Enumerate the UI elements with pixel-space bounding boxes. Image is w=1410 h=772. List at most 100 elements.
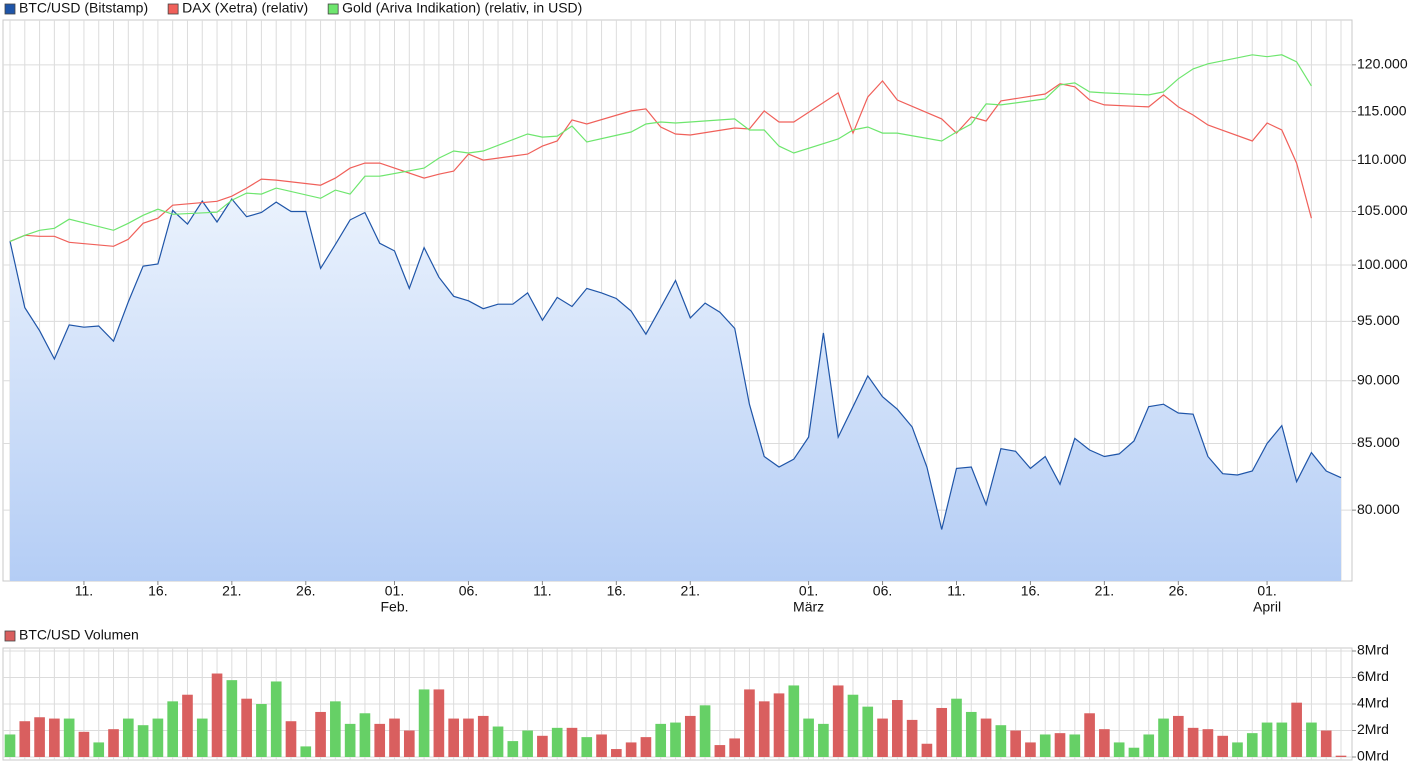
bar [1291, 702, 1302, 757]
bar [1084, 713, 1095, 757]
x-month-label: Feb. [381, 599, 409, 615]
bar [389, 718, 400, 757]
bar [611, 749, 622, 757]
x-tick-label: 01. [799, 583, 818, 599]
y-tick-label: 2Mrd [1357, 721, 1389, 737]
bar [951, 698, 962, 757]
bar [1202, 729, 1214, 757]
bar [551, 727, 563, 757]
bar [684, 715, 696, 757]
y-tick-label: 6Mrd [1357, 668, 1389, 684]
bar [122, 718, 134, 757]
line [9, 54, 1312, 242]
bar [1187, 727, 1199, 757]
bar [241, 698, 252, 757]
line [9, 79, 1312, 247]
bar [729, 738, 740, 757]
x-tick-label: 26. [1169, 583, 1188, 599]
bar [182, 694, 193, 757]
x-month-label: März [793, 599, 824, 615]
x-tick-label: 11. [75, 583, 93, 599]
bar [330, 701, 341, 757]
area [10, 199, 1341, 581]
bar [1054, 733, 1066, 757]
x-tick-label: 16. [148, 583, 167, 599]
bar [492, 726, 504, 757]
bar [477, 715, 489, 757]
legend-swatch [4, 3, 16, 15]
bar [1010, 730, 1021, 757]
bar [980, 718, 992, 757]
x-tick-label: 06. [873, 583, 892, 599]
bar [847, 694, 859, 757]
bar [1099, 729, 1110, 757]
legend-swatch [167, 3, 179, 15]
y-tick-label: 110.000 [1357, 151, 1407, 167]
bar [344, 723, 356, 757]
x-tick-label: 21. [681, 583, 700, 599]
bar [640, 737, 652, 757]
bar [892, 700, 903, 757]
bar [1172, 715, 1184, 757]
bar [596, 734, 607, 757]
bar [196, 718, 208, 757]
y-tick-label: 4Mrd [1357, 695, 1389, 711]
bar [1320, 730, 1332, 757]
bar [1217, 735, 1229, 757]
bar [1158, 718, 1169, 757]
bar [1143, 734, 1155, 757]
bar [1128, 747, 1140, 757]
bar [300, 746, 312, 757]
bar [4, 734, 16, 757]
bar [537, 735, 548, 757]
x-tick-label: 16. [607, 583, 626, 599]
bar [877, 718, 888, 757]
bar [1335, 755, 1347, 757]
bar [418, 689, 430, 757]
bar [1276, 722, 1288, 757]
bar [965, 711, 977, 757]
bar [1025, 742, 1036, 757]
bar [448, 718, 459, 757]
line [9, 197, 1342, 530]
bar [152, 718, 164, 757]
bar [773, 693, 785, 757]
x-tick-label: 01. [385, 583, 404, 599]
legend-label: Gold (Ariva Indikation) (relativ, in USD… [342, 0, 582, 16]
bar [566, 727, 578, 757]
y-tick-label: 80.000 [1357, 501, 1400, 517]
y-tick-label: 95.000 [1357, 312, 1400, 328]
y-tick-label: 120.000 [1357, 56, 1408, 72]
bar [936, 707, 948, 757]
legend-label: DAX (Xetra) (relativ) [182, 0, 308, 16]
bar [522, 730, 533, 757]
bar [655, 723, 667, 757]
bar [256, 704, 267, 757]
legend-label: BTC/USD Volumen [19, 627, 139, 643]
bar [744, 689, 755, 757]
bar [507, 741, 519, 757]
legend-swatch [4, 630, 16, 642]
bar [137, 725, 149, 757]
bar [211, 673, 223, 757]
y-tick-label: 0Mrd [1357, 748, 1389, 764]
bar [1261, 722, 1273, 757]
bar [34, 717, 45, 757]
bar [788, 685, 800, 757]
x-tick-label: 06. [459, 583, 478, 599]
bar [167, 701, 179, 757]
bar [670, 722, 681, 757]
bar [359, 713, 371, 757]
bar [374, 723, 386, 757]
legend-swatch [327, 3, 339, 15]
x-tick-label: 21. [1095, 583, 1114, 599]
bar [1113, 742, 1125, 757]
bar [285, 721, 297, 757]
bar [995, 725, 1007, 757]
bar [1306, 722, 1317, 757]
bar [921, 743, 933, 757]
x-tick-label: 16. [1021, 583, 1040, 599]
bar [78, 731, 90, 757]
x-tick-label: 21. [222, 583, 241, 599]
